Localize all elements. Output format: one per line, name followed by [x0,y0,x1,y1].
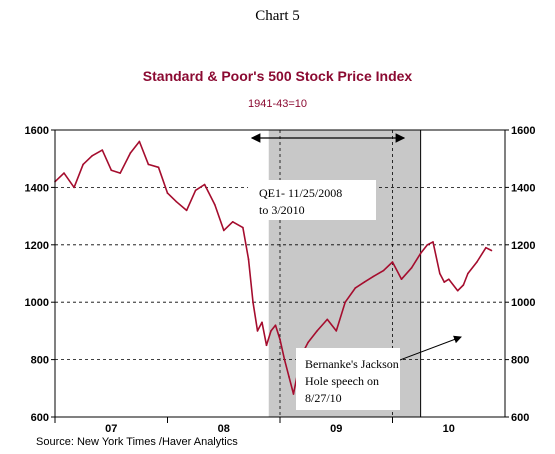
data-point-57 [490,249,493,252]
data-point-25 [265,344,268,347]
series-line-0 [54,140,492,395]
y-tick-label-right-1400: 1400 [511,182,535,194]
x-tick-label-07: 07 [105,423,117,435]
data-point-12 [166,192,169,194]
chart-label: Chart 5 [255,8,300,24]
data-point-45 [410,266,413,269]
jackson-hole-annotation-line3: 8/27/10 [305,391,342,405]
data-point-34 [307,341,309,344]
data-point-20 [242,226,244,229]
y-tick-label-left-1600: 1600 [25,125,49,137]
data-point-27 [274,324,277,326]
jackson-hole-annotation-box [296,348,400,410]
y-tick-label-left-1200: 1200 [25,240,49,252]
data-point-54 [467,272,469,275]
data-point-19 [231,221,234,223]
jackson-hole-annotation-line2: Hole speech on [305,374,379,388]
data-point-23 [256,330,259,332]
chart-subtitle: 1941-43=10 [247,98,308,110]
data-point-38 [344,301,347,304]
qe1-annotation-line1: QE1- 11/25/2008 [259,186,342,200]
y-tick-label-left-1000: 1000 [25,297,49,309]
data-point-42 [382,269,385,272]
data-point-4 [91,155,93,157]
data-point-9 [138,140,141,143]
data-point-49 [438,272,441,275]
data-point-36 [326,318,329,321]
source-note: Source: New York Times /Haver Analytics [36,436,238,448]
data-point-7 [119,172,122,174]
data-point-46 [419,252,422,255]
y-tick-label-right-1000: 1000 [511,297,535,309]
data-point-13 [175,200,178,203]
qe1-annotation-line2: to 3/2010 [259,203,305,217]
data-point-17 [213,203,216,206]
y-tick-label-right-800: 800 [511,355,529,367]
data-point-16 [203,183,206,186]
data-point-35 [316,330,318,332]
data-point-26 [270,330,272,332]
data-point-6 [110,169,113,171]
data-point-52 [456,289,459,292]
y-tick-label-left-1400: 1400 [25,182,49,194]
x-tick-label-08: 08 [218,423,230,435]
data-point-15 [194,189,197,192]
data-point-50 [443,281,446,283]
data-point-5 [101,149,104,151]
data-point-39 [354,287,357,289]
x-tick-label-09: 09 [330,423,342,435]
data-point-2 [73,186,75,189]
data-point-43 [391,261,394,263]
data-point-22 [252,301,254,304]
data-point-1 [63,172,65,174]
y-tick-label-right-600: 600 [511,412,529,424]
y-tick-label-left-800: 800 [31,355,49,367]
jackson-hole-annotation-line1: Bernanke's Jackson [305,357,399,371]
data-point-18 [222,229,225,232]
data-point-14 [185,209,188,212]
data-point-8 [129,152,132,154]
data-point-21 [247,258,250,260]
data-point-31 [292,393,295,395]
data-point-28 [279,338,281,341]
data-point-56 [485,246,487,249]
y-tick-label-right-1200: 1200 [511,240,535,252]
data-point-29 [283,358,286,361]
data-point-3 [82,163,84,166]
qe1-annotation-box [248,180,376,220]
data-point-30 [288,376,290,378]
x-tick-label-10: 10 [443,423,455,435]
data-point-40 [363,281,366,283]
data-point-44 [400,278,403,281]
data-point-37 [335,330,338,332]
data-point-53 [462,284,465,286]
data-point-10 [147,163,150,166]
data-point-55 [476,261,478,263]
y-tick-label-left-600: 600 [31,412,49,424]
data-point-51 [447,278,450,281]
data-point-47 [426,244,429,246]
y-tick-label-right-1600: 1600 [511,125,535,137]
data-point-41 [372,275,375,278]
chart-title: Standard & Poor's 500 Stock Price Index [142,68,413,84]
data-point-24 [261,321,263,324]
data-point-11 [157,166,160,169]
data-point-48 [432,241,434,243]
